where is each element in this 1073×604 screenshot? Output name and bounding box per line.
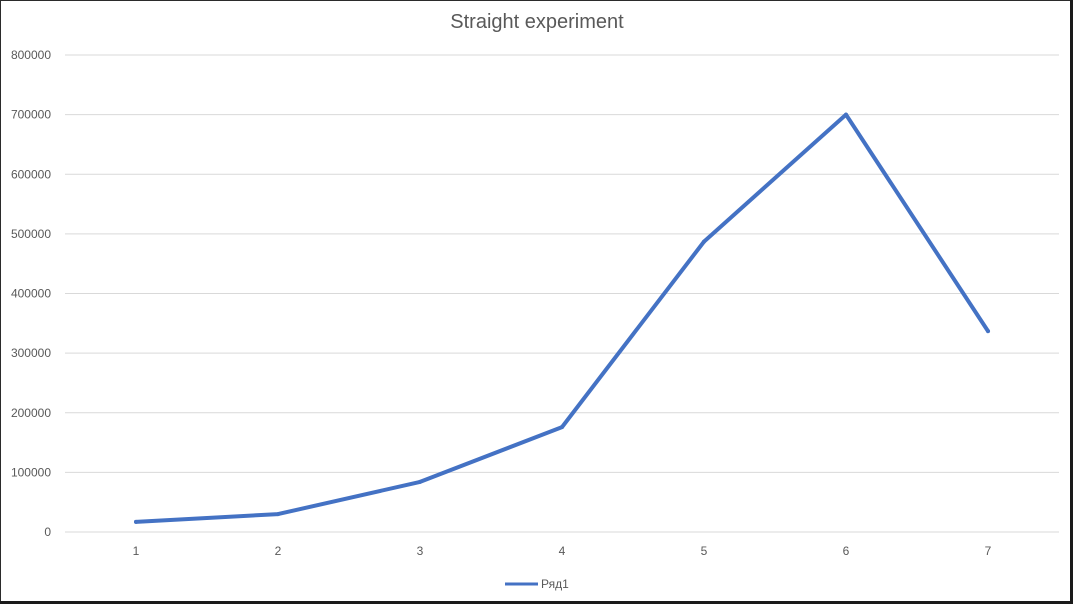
x-tick-label: 6	[843, 544, 850, 558]
y-axis-ticks: 0 100000 200000 300000 400000 500000 600000 700…	[11, 48, 51, 539]
data-point	[986, 329, 990, 334]
frame-edge-bottom	[0, 601, 1073, 604]
x-tick-label: 3	[417, 544, 424, 558]
data-point	[276, 512, 280, 517]
x-tick-label: 1	[133, 544, 140, 558]
x-tick-label: 7	[985, 544, 992, 558]
data-point	[844, 112, 848, 117]
data-point	[418, 479, 422, 484]
gridlines	[65, 54, 1059, 533]
x-axis-ticks: 1 2 3 4 5 6 7	[133, 544, 992, 558]
chart-title: Straight experiment	[450, 11, 624, 33]
x-tick-label: 4	[559, 544, 566, 558]
frame-edge-right	[1070, 0, 1073, 604]
data-point	[560, 425, 564, 430]
y-tick-label: 600000	[11, 167, 51, 181]
y-tick-label: 700000	[11, 108, 51, 122]
legend-label-ryad1: Ряд1	[541, 577, 569, 591]
y-tick-label: 100000	[11, 465, 51, 479]
x-tick-label: 2	[275, 544, 282, 558]
data-point	[134, 519, 138, 524]
data-point	[702, 239, 706, 244]
y-tick-label: 300000	[11, 346, 51, 360]
series-line-0	[134, 112, 990, 524]
y-tick-label: 0	[44, 525, 51, 539]
x-tick-label: 5	[701, 544, 708, 558]
y-tick-label: 800000	[11, 48, 51, 62]
y-tick-label: 400000	[11, 287, 51, 301]
y-tick-label: 200000	[11, 406, 51, 420]
legend: Ряд1	[505, 577, 569, 591]
y-tick-label: 500000	[11, 227, 51, 241]
series-lines	[134, 112, 990, 524]
